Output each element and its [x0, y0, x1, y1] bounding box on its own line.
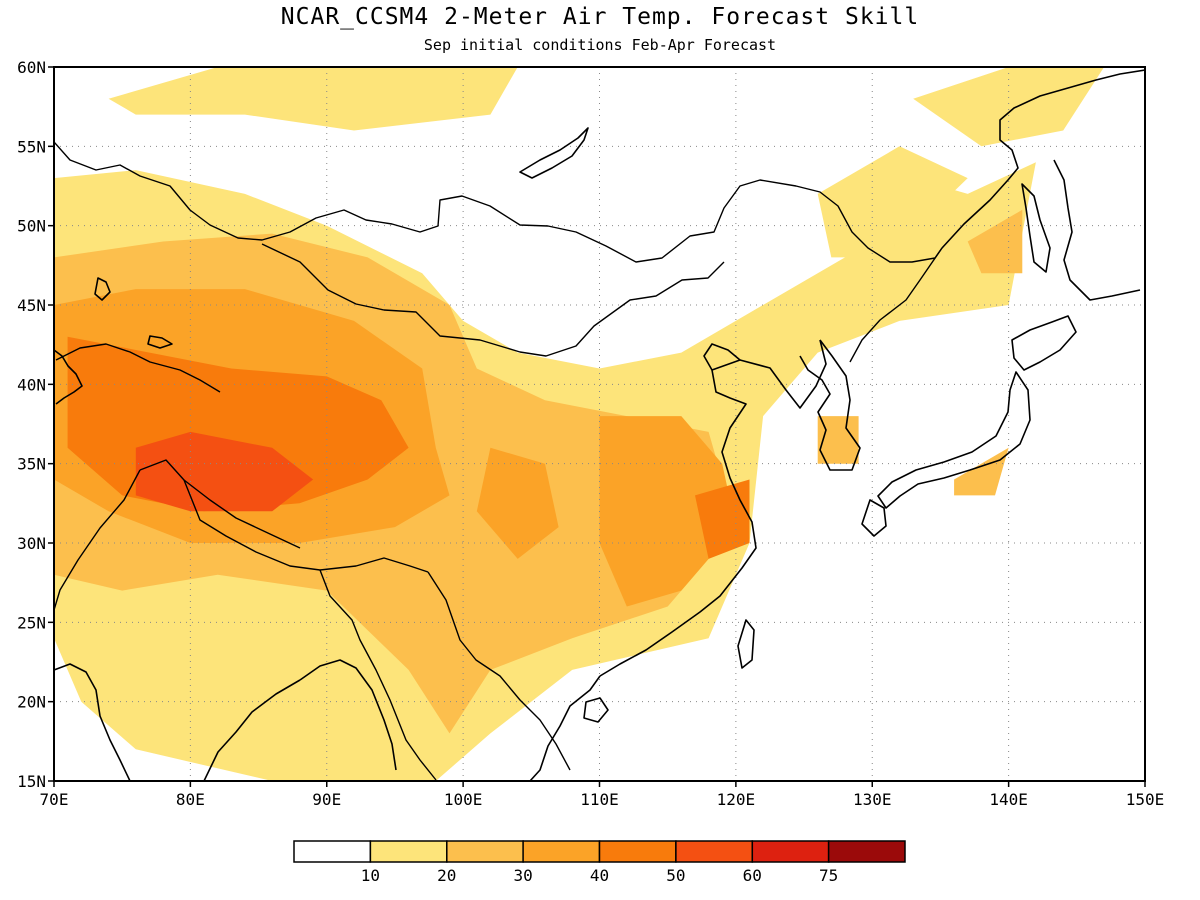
colorbar: 10 20 30 40 50 60 75 — [293, 840, 906, 885]
colorbar-swatch-5 — [675, 840, 754, 863]
colorbar-swatch-3 — [522, 840, 601, 863]
northeast-china-border — [849, 247, 943, 363]
caspian-coastline — [54, 349, 83, 405]
skill-region-7 — [954, 447, 1009, 496]
bohai-gulf — [703, 343, 741, 371]
russian-far-east-coast — [941, 69, 1145, 249]
korean-peninsula — [799, 339, 861, 471]
taiwan-island — [737, 619, 755, 669]
hokkaido-island — [1011, 315, 1077, 371]
skill-region-2 — [913, 67, 1105, 147]
colorbar-swatch-4 — [598, 840, 677, 863]
colorbar-label-6: 75 — [819, 866, 838, 885]
lon-tick-label-0: 70E — [40, 790, 69, 809]
indochina-coast — [529, 675, 601, 781]
map-subtitle: Sep initial conditions Feb-Apr Forecast — [424, 36, 776, 54]
china-east-coast — [599, 339, 827, 677]
lat-tick-label-9: 60N — [17, 58, 46, 77]
colorbar-label-0: 10 — [361, 866, 380, 885]
colorbar-label-5: 60 — [743, 866, 762, 885]
lon-tick-label-8: 150E — [1126, 790, 1165, 809]
colorbar-label-4: 50 — [666, 866, 685, 885]
lat-tick-label-4: 35N — [17, 455, 46, 474]
lat-tick-label-6: 45N — [17, 296, 46, 315]
aral-sea — [94, 277, 111, 301]
indochina-borders — [427, 571, 571, 771]
lon-tick-label-4: 110E — [580, 790, 619, 809]
lat-lon-grid — [54, 67, 1145, 781]
lat-tick-label-0: 15N — [17, 772, 46, 791]
lat-tick-label-5: 40N — [17, 375, 46, 394]
nepal-bhutan-border — [183, 479, 301, 549]
lon-tick-label-2: 90E — [312, 790, 341, 809]
myanmar-border — [319, 569, 437, 781]
lat-tick-label-1: 20N — [17, 693, 46, 712]
amur-coast — [1053, 159, 1141, 301]
skill-region-9 — [599, 416, 736, 607]
colorbar-swatch-7 — [827, 840, 906, 863]
skill-region-1 — [108, 67, 518, 131]
lat-tick-label-2: 25N — [17, 613, 46, 632]
colorbar-label-3: 40 — [590, 866, 609, 885]
colorbar-label-1: 20 — [437, 866, 456, 885]
map-title: NCAR_CCSM4 2-Meter Air Temp. Forecast Sk… — [281, 4, 919, 30]
skill-region-3 — [817, 146, 968, 258]
hainan-island — [583, 697, 609, 723]
colorbar-swatch-2 — [446, 840, 524, 863]
colorbar-swatch-6 — [751, 840, 830, 863]
sakhalin-island — [1021, 183, 1051, 273]
skill-region-6 — [817, 416, 859, 464]
skill-shading — [54, 67, 1105, 781]
lon-tick-label-1: 80E — [176, 790, 205, 809]
coastlines-and-borders — [54, 69, 1145, 781]
bay-of-bengal-coast — [299, 659, 397, 771]
india-west-coast — [54, 663, 131, 781]
kyushu-island — [861, 499, 887, 537]
colorbar-swatch-0 — [293, 840, 372, 863]
lon-tick-label-5: 120E — [717, 790, 756, 809]
india-east-coast — [203, 679, 301, 781]
lon-tick-label-7: 140E — [989, 790, 1028, 809]
honshu-island — [877, 371, 1031, 509]
lat-tick-label-7: 50N — [17, 217, 46, 236]
lon-tick-label-3: 100E — [444, 790, 483, 809]
kazakh-russia-border — [54, 141, 943, 263]
colorbar-swatch-1 — [369, 840, 448, 863]
skill-region-13 — [135, 431, 314, 512]
colorbar-label-2: 30 — [513, 866, 532, 885]
lat-tick-label-3: 30N — [17, 534, 46, 553]
central-asia-borders — [55, 343, 221, 393]
lon-tick-label-6: 130E — [853, 790, 892, 809]
skill-region-10 — [476, 447, 559, 559]
lat-tick-label-8: 55N — [17, 137, 46, 156]
lake-baikal — [519, 127, 589, 179]
pakistan-india-border — [54, 469, 141, 611]
balkhash-lake — [147, 335, 173, 349]
mongolia-china-border — [261, 243, 725, 357]
tibet-india-border — [139, 459, 429, 573]
axis-labels: 70E 80E 90E 100E 110E 120E 130E 140E 150E 15N 20N 2… — [17, 58, 1164, 809]
